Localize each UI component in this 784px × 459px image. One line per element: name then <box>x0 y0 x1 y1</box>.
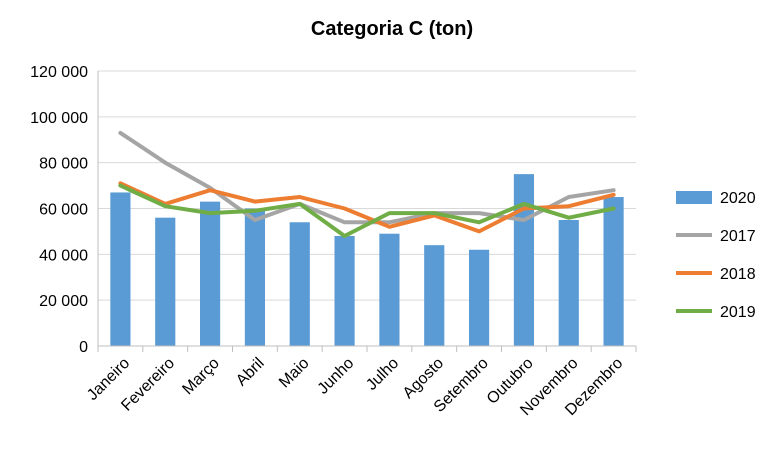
x-tick-label: Junho <box>315 355 358 398</box>
bar-2020-Dezembro <box>603 197 624 346</box>
legend-item-2018: 2018 <box>676 266 756 283</box>
bar-2020-Novembro <box>558 219 579 346</box>
legend-item-2017: 2017 <box>676 228 756 245</box>
y-tick-label: 0 <box>79 339 88 356</box>
y-tick-label: 20 000 <box>39 293 88 310</box>
legend-label: 2017 <box>720 228 756 245</box>
x-tick-label: Março <box>179 355 223 399</box>
bar-2020-Junho <box>334 236 355 346</box>
x-tick-label: Julho <box>363 355 402 394</box>
y-tick-label: 80 000 <box>39 156 88 173</box>
legend-label: 2018 <box>720 266 756 283</box>
y-tick-labels: 0 20 000 40 000 60 000 80 000 100 000 120 000 <box>30 64 88 356</box>
grid-lines <box>98 70 636 301</box>
legend: 2020 2017 2018 2019 <box>676 190 756 321</box>
line-series-2019 <box>118 183 616 238</box>
bar-2020-Março <box>199 201 221 346</box>
bar-2020-Abril <box>244 208 266 346</box>
x-tick-label: Maio <box>276 355 313 392</box>
y-tick-label: 100 000 <box>30 110 88 127</box>
bar-2020-Fevereiro <box>155 217 176 346</box>
bar-2020-Maio <box>289 222 310 346</box>
legend-swatch <box>676 191 712 204</box>
bar-2020-Outubro <box>513 174 535 346</box>
legend-label: 2019 <box>720 304 756 321</box>
legend-label: 2020 <box>720 190 756 207</box>
bar-2020-Agosto <box>424 245 445 346</box>
bar-series-2020 <box>110 174 624 346</box>
legend-item-2019: 2019 <box>676 304 756 321</box>
legend-item-2020: 2020 <box>676 190 756 207</box>
y-tick-label: 40 000 <box>39 247 88 264</box>
y-tick-label: 120 000 <box>30 64 88 81</box>
x-tick-label: Abril <box>233 355 268 390</box>
y-tick-label: 60 000 <box>39 202 88 219</box>
chart-title: Categoria C (ton) <box>310 18 474 40</box>
axes <box>97 71 637 352</box>
bar-2020-Setembro <box>468 249 490 346</box>
bar-2020-Julho <box>379 233 400 346</box>
bar-2020-Janeiro <box>110 192 131 346</box>
line-series <box>118 130 616 238</box>
line-series-2017 <box>118 130 616 225</box>
